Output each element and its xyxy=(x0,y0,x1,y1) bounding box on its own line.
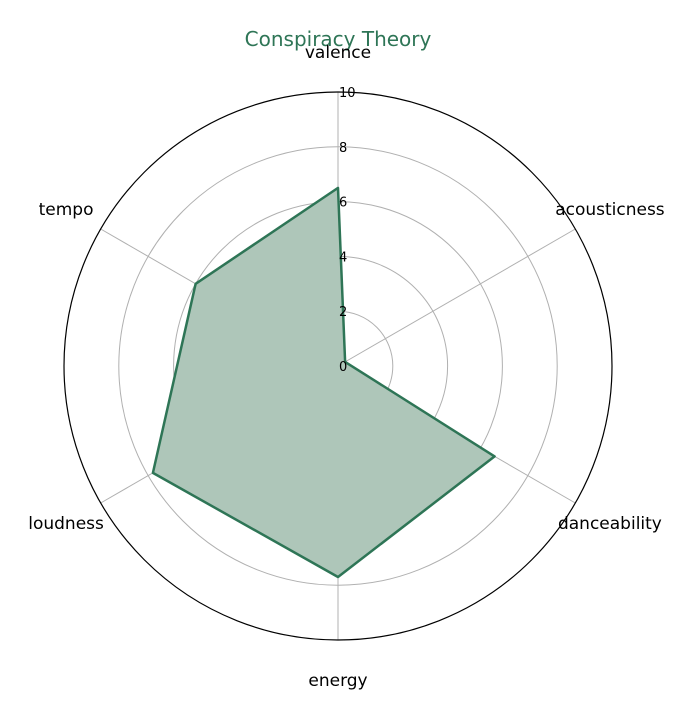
axis-label-valence: valence xyxy=(305,43,371,63)
tick-label: 2 xyxy=(339,305,347,320)
chart-title: Conspiracy Theory xyxy=(245,27,432,51)
tick-label: 8 xyxy=(339,141,347,156)
axis-label-acousticness: acousticness xyxy=(555,200,665,220)
tick-label: 4 xyxy=(339,250,347,265)
tick-label: 6 xyxy=(339,196,347,211)
tick-label: 10 xyxy=(339,86,356,101)
axis-label-energy: energy xyxy=(308,671,367,691)
axis-label-tempo: tempo xyxy=(39,200,94,220)
axis-labels: valence acousticness danceability energy lou… xyxy=(28,43,665,691)
axis-label-loudness: loudness xyxy=(28,514,104,534)
radial-tick-labels: 0 2 4 6 8 10 xyxy=(339,86,356,375)
spoke-acousticness xyxy=(337,228,576,367)
tick-label: 0 xyxy=(339,360,347,375)
axis-label-danceability: danceability xyxy=(558,514,662,534)
radar-frame xyxy=(63,91,613,641)
radar-series xyxy=(151,186,496,579)
series-area xyxy=(152,187,495,577)
